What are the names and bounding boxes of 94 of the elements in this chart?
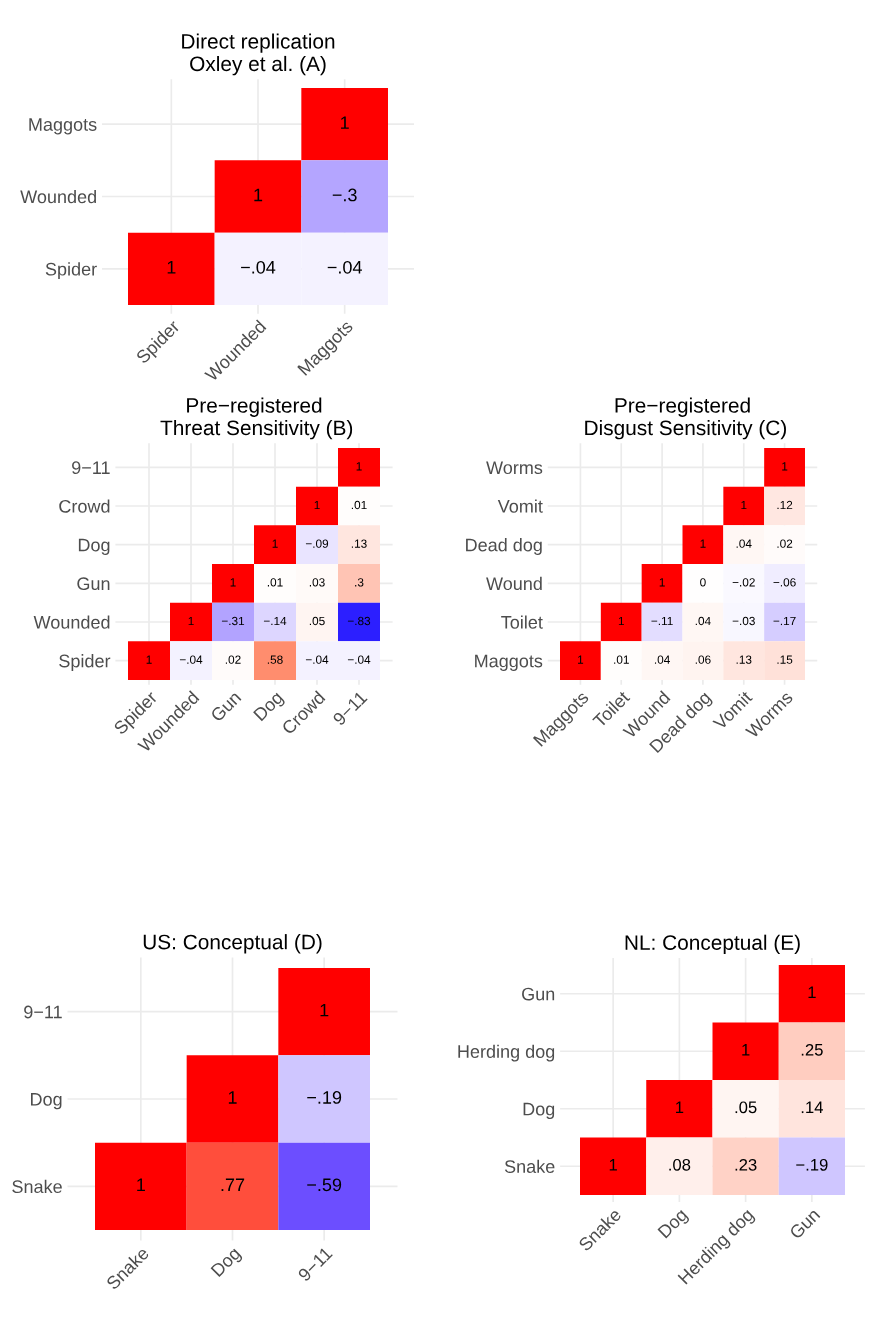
data-label: −.14 [263,616,287,626]
data-label: .77 [221,1178,245,1191]
data-label: .13 [736,655,752,664]
data-label: −.3 [332,188,357,202]
data-label: .04 [736,539,752,548]
y-tick-label: 9−11 [72,461,110,475]
data-label: 1 [167,261,176,274]
data-label: .05 [735,1101,757,1114]
y-tick-label: Gun [522,987,555,1001]
data-label: .58 [267,655,283,664]
y-tick-label: Dog [523,1102,555,1120]
y-tick-label: Maggots [475,654,543,671]
data-label: −.17 [773,616,796,626]
data-label: 1 [356,462,362,471]
data-label: 1 [314,500,320,510]
y-tick-label: Spider [45,262,97,280]
data-label: −.09 [305,539,329,548]
data-label: .01 [351,500,367,510]
data-label: .13 [351,539,367,548]
chart-title: Pre−registered Threat Sensitivity (B) [160,397,353,440]
chart-title: US: Conceptual (D) [143,934,322,954]
y-tick-label: Gun [77,577,110,591]
data-label: 1 [230,578,236,587]
y-tick-label: Worms [486,461,543,475]
data-label: −.06 [773,578,796,587]
y-tick-label: Snake [12,1179,62,1194]
data-label: 1 [254,188,263,202]
data-label: .02 [777,539,793,548]
data-label: .04 [654,655,670,664]
data-label: −.04 [179,655,203,664]
data-label: −.11 [651,616,673,626]
data-label: .06 [695,655,711,664]
data-label: −.83 [347,616,371,626]
data-label: 0 [700,578,706,587]
data-label: .12 [777,500,793,510]
data-label: .3 [355,578,364,587]
data-label: 1 [146,655,152,664]
y-tick-label: Wounded [33,615,110,629]
y-tick-label: Dead dog [466,538,542,555]
data-label: −.19 [796,1158,828,1171]
y-tick-label: Maggots [29,118,97,135]
data-label: .01 [614,655,629,664]
y-tick-label: 9−11 [24,1005,62,1019]
data-label: 1 [742,1044,750,1056]
chart-title: Direct replication Oxley et al. (A) [182,33,335,76]
data-label: −.04 [327,260,362,274]
y-tick-label: Wounded [20,189,96,204]
data-label: .14 [801,1101,823,1114]
x-tick-label: Gun [209,690,242,723]
data-label: 1 [659,578,665,587]
y-tick-label: Wound [486,576,542,591]
data-label: .04 [695,616,711,626]
data-label: 1 [618,616,624,626]
data-label: −.59 [307,1178,342,1192]
data-label: .02 [225,655,241,664]
data-label: 1 [228,1091,237,1104]
data-label: 1 [700,539,706,548]
y-tick-label: Dog [78,538,110,555]
data-label: 1 [578,655,584,664]
chart-title: NL: Conceptual (E) [625,934,800,955]
y-tick-label: Snake [504,1159,555,1173]
data-label: −.19 [307,1091,342,1104]
x-tick-label: Gun [788,1207,821,1240]
y-tick-label: Crowd [59,499,110,513]
data-label: .25 [801,1043,823,1056]
data-label: −.02 [732,578,755,587]
data-label: .15 [777,655,793,664]
data-label: 1 [188,616,194,626]
data-label: 1 [320,1003,329,1017]
data-label: 1 [341,116,349,129]
data-label: 1 [808,986,816,999]
data-label: .23 [735,1158,757,1171]
data-label: 1 [609,1159,617,1171]
y-tick-label: Dog [31,1093,62,1110]
data-label: .05 [309,616,325,626]
x-tick-label: Dog [210,1246,244,1280]
data-label: −.03 [732,616,755,626]
data-label: −.04 [305,655,329,664]
data-label: 1 [741,500,747,510]
data-label: −.04 [347,655,371,664]
data-label: .03 [309,578,325,587]
data-label: −.31 [221,616,245,626]
data-label: 1 [137,1178,145,1191]
y-tick-label: Herding dog [458,1044,555,1062]
data-label: 1 [782,462,788,471]
data-label: .01 [267,578,283,587]
data-label: 1 [272,539,278,548]
data-label: 1 [676,1101,684,1114]
y-tick-label: Vomit [497,499,543,513]
y-tick-label: Spider [59,654,111,671]
y-tick-label: Toilet [501,615,543,629]
chart-title: Pre−registered Disgust Sensitivity (C) [585,397,786,440]
data-label: .08 [669,1158,691,1171]
data-label: −.04 [241,260,276,274]
